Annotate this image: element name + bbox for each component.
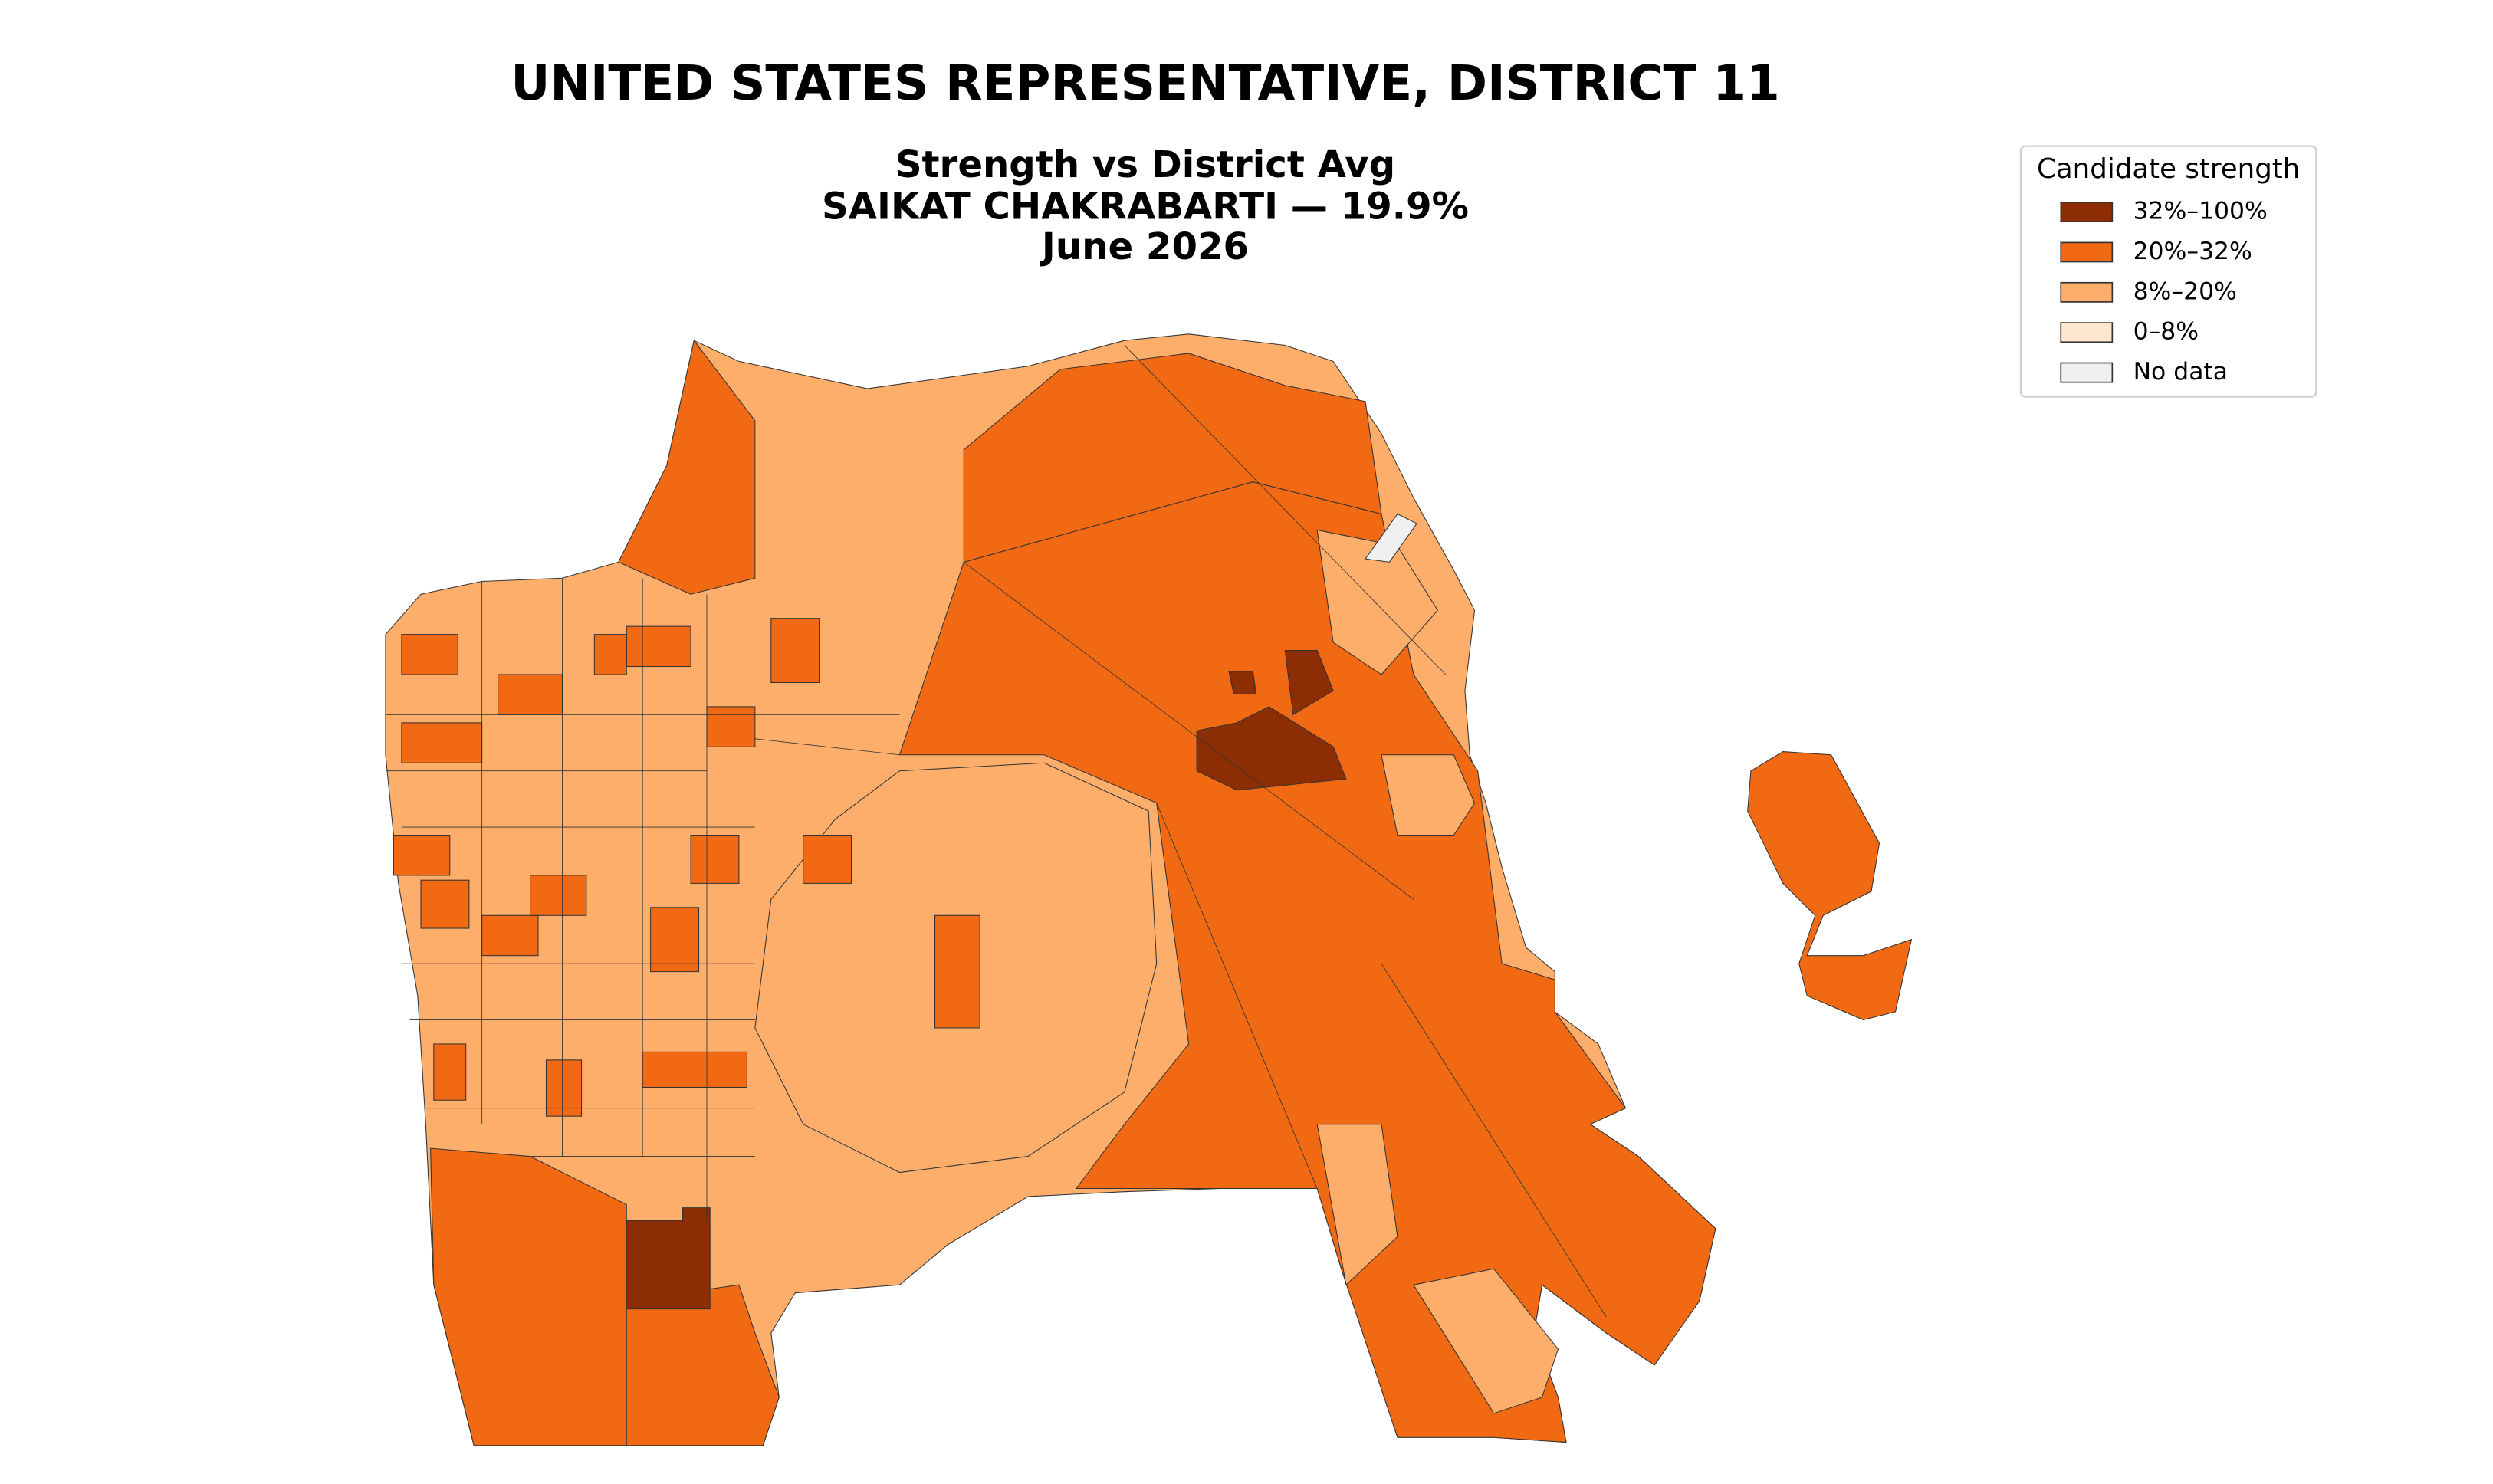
region	[963, 353, 1382, 563]
legend-swatch	[2060, 202, 2114, 222]
region	[618, 339, 756, 595]
region	[626, 1207, 711, 1310]
region	[1365, 513, 1417, 563]
region	[1413, 1268, 1559, 1414]
subtitle: Strength vs District Avg	[895, 143, 1395, 186]
map	[385, 333, 1913, 1446]
region	[690, 835, 740, 884]
region	[898, 481, 1716, 1443]
region	[593, 634, 627, 675]
legend-swatch	[2060, 322, 2114, 343]
map-title: UNITED STATES REPRESENTATIVE, DISTRICT 1…	[511, 55, 1779, 111]
region	[430, 1147, 627, 1446]
region	[401, 634, 458, 675]
region	[545, 1059, 583, 1117]
region	[626, 1284, 780, 1446]
precinct-lines	[385, 345, 1607, 1318]
region	[498, 674, 563, 715]
region	[1381, 754, 1476, 836]
legend-label: 32%–100%	[2133, 198, 2268, 225]
legend: Candidate strength 32%–100% 20%–32% 8%–20%…	[2019, 145, 2317, 398]
legend-label: 0–8%	[2133, 318, 2199, 346]
region	[433, 1043, 467, 1101]
region	[481, 914, 539, 957]
legend-label: 20%–32%	[2133, 238, 2252, 265]
region	[650, 907, 700, 973]
region	[1284, 650, 1334, 716]
legend-swatch	[2060, 241, 2114, 263]
region	[1228, 671, 1257, 694]
region	[770, 618, 820, 684]
region	[401, 722, 483, 763]
region	[642, 1051, 747, 1088]
region	[393, 835, 451, 876]
region	[1196, 706, 1347, 791]
legend-items: 32%–100% 20%–32% 8%–20% 0–8% No data	[2060, 198, 2268, 386]
subtitle: June 2026	[1040, 225, 1249, 268]
region	[530, 875, 587, 916]
legend-swatch	[2060, 362, 2114, 383]
region	[1747, 751, 1913, 1021]
legend-label: 8%–20%	[2133, 277, 2237, 305]
legend-title: Candidate strength	[2037, 153, 2300, 185]
region	[934, 914, 980, 1029]
region	[803, 835, 852, 884]
legend-swatch	[2060, 281, 2114, 303]
region	[420, 879, 470, 929]
region	[626, 625, 691, 668]
legend-label: No data	[2133, 358, 2228, 386]
region	[706, 706, 756, 747]
region	[1316, 1124, 1398, 1286]
subtitle: SAIKAT CHAKRABARTI — 19.9%	[822, 185, 1469, 228]
